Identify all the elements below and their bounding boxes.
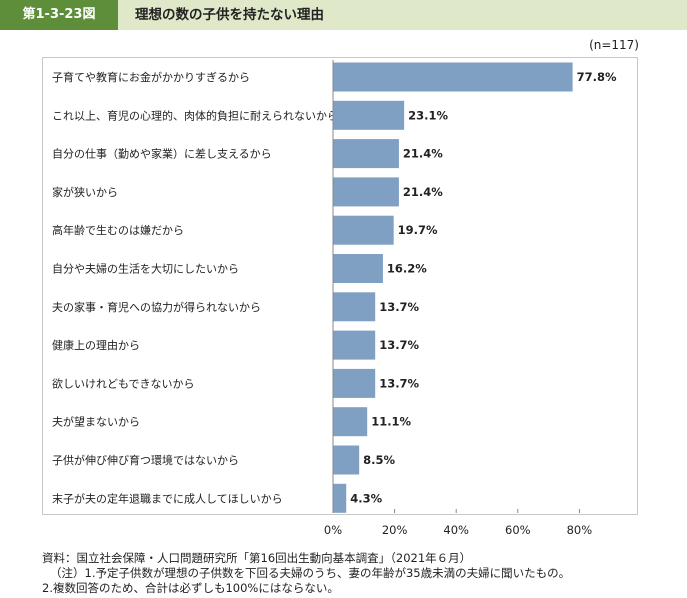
value-label: 77.8% [577, 70, 617, 84]
chart-frame [42, 57, 638, 515]
source-note: 資料：国立社会保障・人口問題研究所「第16回出生動向基本調査」（2021年６月） [42, 551, 472, 565]
bar [333, 100, 405, 130]
sample-size-label: (n=117) [589, 38, 639, 52]
category-label: これ以上、育児の心理的、肉体的負担に耐えられないから [52, 108, 338, 122]
bar [333, 483, 347, 513]
category-label: 夫が望まないから [52, 415, 140, 429]
value-label: 11.1% [371, 415, 411, 429]
figure-number: 第1-3-23図 [0, 0, 118, 30]
bar [333, 254, 383, 283]
x-tick-label: 40% [443, 523, 469, 537]
x-tick-label: 0% [324, 523, 342, 537]
figure-title: 理想の数の子供を持たない理由 [135, 7, 324, 23]
bar [333, 292, 376, 322]
category-label: 末子が夫の定年退職までに成人してほしいから [52, 491, 283, 505]
x-tick-label: 80% [567, 523, 593, 537]
value-label: 19.7% [398, 223, 438, 237]
bar [333, 139, 399, 169]
x-tick-label: 60% [505, 523, 531, 537]
category-label: 健康上の理由から [52, 338, 140, 352]
value-label: 8.5% [363, 453, 395, 467]
value-label: 16.2% [387, 262, 427, 276]
value-label: 23.1% [408, 108, 448, 122]
category-label: 子育てや教育にお金がかかりすぎるから [52, 70, 250, 84]
category-label: 高年齢で生むのは嫌だから [52, 223, 184, 237]
category-label: 子供が伸び伸び育つ環境ではないから [52, 453, 239, 467]
category-label: 自分や夫婦の生活を大切にしたいから [52, 262, 239, 276]
bar [333, 177, 399, 207]
bar [333, 330, 376, 360]
bar [333, 215, 394, 245]
bar [333, 62, 573, 92]
value-label: 13.7% [379, 376, 419, 390]
value-label: 13.7% [379, 300, 419, 314]
value-label: 21.4% [403, 147, 443, 161]
category-label: 自分の仕事（勤めや家業）に差し支えるから [52, 147, 272, 161]
figure-header: 第1-3-23図 理想の数の子供を持たない理由 [0, 0, 687, 30]
category-label: 夫の家事・育児への協力が得られないから [52, 300, 261, 314]
value-label: 4.3% [350, 491, 382, 505]
bar [333, 445, 360, 475]
bar [333, 407, 368, 437]
bar-chart: 子育てや教育にお金がかかりすぎるから 77.8% これ以上、育児の心理的、肉体的負担… [52, 60, 617, 537]
value-label: 13.7% [379, 338, 419, 352]
x-tick-label: 20% [382, 523, 408, 537]
footnotes: 資料：国立社会保障・人口問題研究所「第16回出生動向基本調査」（2021年６月）… [42, 551, 570, 596]
bar [333, 368, 376, 398]
category-label: 欲しいけれどもできないから [52, 376, 195, 390]
category-label: 家が狭いから [52, 185, 118, 199]
value-label: 21.4% [403, 185, 443, 199]
note-2: 2.複数回答のため、合計は必ずしも100%にはならない。 [42, 581, 339, 595]
note-1: （注）1.予定子供数が理想の子供数を下回る夫婦のうち、妻の年齢が35歳未満の夫婦… [50, 566, 571, 580]
